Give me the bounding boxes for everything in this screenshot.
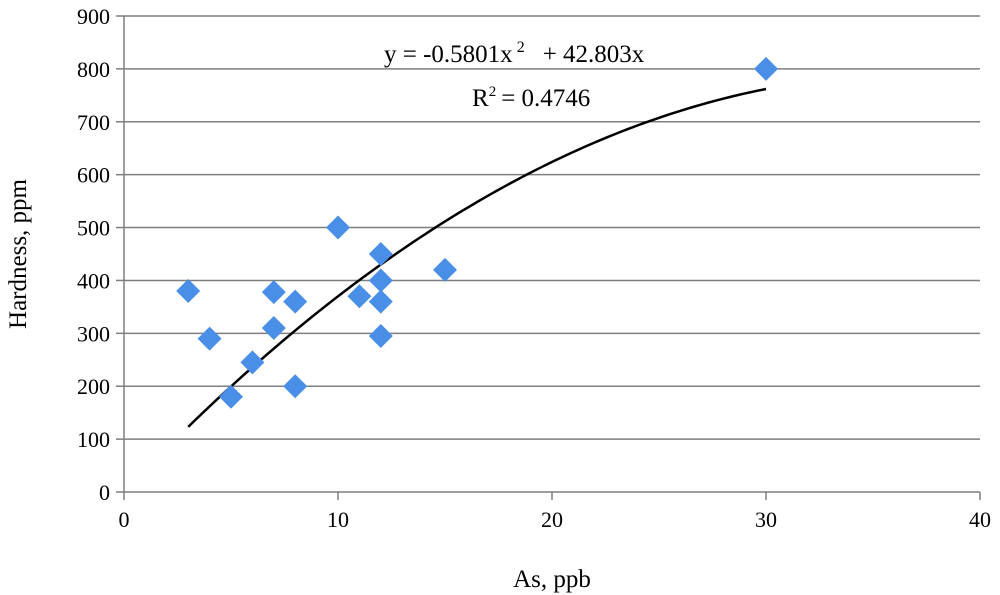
equation-part-2: + 42.803x: [543, 41, 645, 68]
data-point-13: [369, 324, 393, 348]
data-point-14: [433, 258, 457, 282]
data-point-6: [283, 290, 307, 314]
r-squared-label: R2 = 0.4746: [472, 84, 590, 112]
scatter-chart: 0 100 200 300 400 500 600 700 800 900 0 10 20 30 40 As…: [0, 0, 1000, 595]
x-tick-label-0: 0: [119, 507, 130, 532]
trendline: [188, 89, 766, 427]
y-tick-label-500: 500: [77, 216, 110, 241]
y-tick-label-900: 900: [77, 4, 110, 29]
data-point-12: [369, 290, 393, 314]
y-tick-label-0: 0: [99, 480, 110, 505]
trendline-equation: y = -0.5801x 2 + 42.803x: [384, 39, 645, 68]
gridlines: [124, 16, 980, 439]
r-squared-r: R: [472, 85, 489, 112]
equation-exponent: 2: [517, 39, 525, 56]
data-point-5: [262, 316, 286, 340]
tick-labels: 0 100 200 300 400 500 600 700 800 900 0 10 20 30 40: [77, 4, 991, 532]
y-axis-title: Hardness, ppm: [5, 178, 32, 329]
r-squared-value: = 0.4746: [501, 85, 590, 112]
x-tick-label-40: 40: [969, 507, 991, 532]
data-point-15: [754, 57, 778, 81]
y-tick-label-200: 200: [77, 374, 110, 399]
data-point-1: [198, 327, 222, 351]
x-tick-label-10: 10: [327, 507, 349, 532]
r-squared-exponent: 2: [489, 84, 497, 100]
data-point-10: [369, 242, 393, 266]
y-tick-label-600: 600: [77, 163, 110, 188]
y-tick-label-300: 300: [77, 321, 110, 346]
data-point-4: [262, 280, 286, 304]
y-tick-label-800: 800: [77, 57, 110, 82]
data-point-7: [283, 374, 307, 398]
y-tick-label-700: 700: [77, 110, 110, 135]
y-tick-label-100: 100: [77, 427, 110, 452]
x-tick-label-30: 30: [755, 507, 777, 532]
y-tick-label-400: 400: [77, 268, 110, 293]
equation-part-1: y = -0.5801x: [384, 41, 513, 68]
data-point-3: [240, 350, 264, 374]
data-point-2: [219, 385, 243, 409]
x-axis-title: As, ppb: [513, 566, 591, 593]
data-point-0: [176, 279, 200, 303]
x-tick-label-20: 20: [541, 507, 563, 532]
data-point-8: [326, 216, 350, 240]
